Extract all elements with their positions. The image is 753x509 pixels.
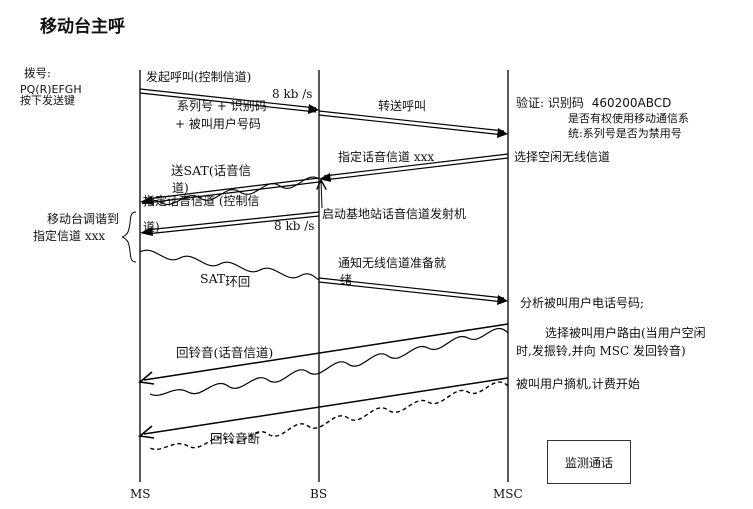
arrow-notify-ready <box>318 277 508 305</box>
label-sat-loop: SAT环回 <box>200 271 251 289</box>
arrow-initiate-call <box>139 88 319 114</box>
answer-note: 被叫用户摘机,计费开始 <box>516 377 640 391</box>
sat-loop-wave <box>139 249 320 281</box>
label-forward-call: 转送呼叫 <box>378 99 427 113</box>
tune-note-line1: 移动台调谐到 <box>47 212 120 226</box>
arrow-forward-call <box>318 110 508 138</box>
label-send-sat-2: 道) <box>172 181 189 195</box>
label-serial-line2: + 被叫用户号码 <box>175 117 261 131</box>
monitor-call-label: 监测通话 <box>564 455 613 470</box>
label-ringback-off: 回铃音断 <box>210 431 261 446</box>
verify-note-line2: 是否有权使用移动通信系 <box>568 112 689 125</box>
route-note-line1: 选择被叫用户路由(当用户空闲 <box>545 326 706 340</box>
column-label-bs: BS <box>310 487 328 501</box>
label-send-sat-1: 送SAT(话音信 <box>171 163 252 178</box>
page-title: 移动台主呼 <box>40 17 125 37</box>
analyze-note: 分析被叫用户电话号码; <box>520 296 645 310</box>
label-initiate-call: 发起呼叫(控制信道) <box>146 70 252 84</box>
label-start-tx: 启动基地站话音信道发射机 <box>322 207 467 221</box>
label-assign-ctrl-2: 道) <box>143 220 160 234</box>
label-notify-2: 绪 <box>340 273 353 287</box>
dial-label: 拨号: <box>24 66 51 80</box>
arrow-assign-channel <box>319 153 509 182</box>
column-label-msc: MSC <box>493 487 523 501</box>
label-rate-2: 8 kb /s <box>274 219 315 233</box>
dial-number: PQ(R)EFGH <box>20 83 82 96</box>
label-serial-line1: 系列号 + 识别码 <box>177 99 267 113</box>
send-key-note: 按下发送键 <box>20 94 75 107</box>
label-notify-1: 通知无线信道准备就 <box>338 256 447 270</box>
column-label-ms: MS <box>130 487 151 501</box>
arrow-assign-voice-channel <box>140 211 320 236</box>
arrow-send-sat <box>140 176 320 205</box>
verify-note-line3: 统:系列号是否为禁用号 <box>568 127 682 140</box>
left-brace <box>121 211 137 263</box>
arrow-ringback <box>138 323 509 396</box>
pointer-start-tx <box>321 180 322 209</box>
label-rate-1: 8 kb /s <box>272 87 313 101</box>
select-channel-note: 选择空闲无线信道 <box>514 150 611 164</box>
label-assign-channel: 指定话音信道 xxx <box>338 150 435 164</box>
route-note-line2: 时,发振铃,并向 MSC 发回铃音) <box>516 344 686 358</box>
arrow-ringback-off <box>138 377 509 451</box>
label-ringback: 回铃音(话音信道) <box>176 345 274 360</box>
verify-note-line1: 验证: 识别码 460200ABCD <box>516 96 672 110</box>
monitor-call-box: 监测通话 <box>547 440 631 484</box>
label-assign-ctrl-1: 指定话音信道 (控制信 <box>143 194 260 208</box>
tune-note-line2: 指定信道 xxx <box>33 229 106 243</box>
